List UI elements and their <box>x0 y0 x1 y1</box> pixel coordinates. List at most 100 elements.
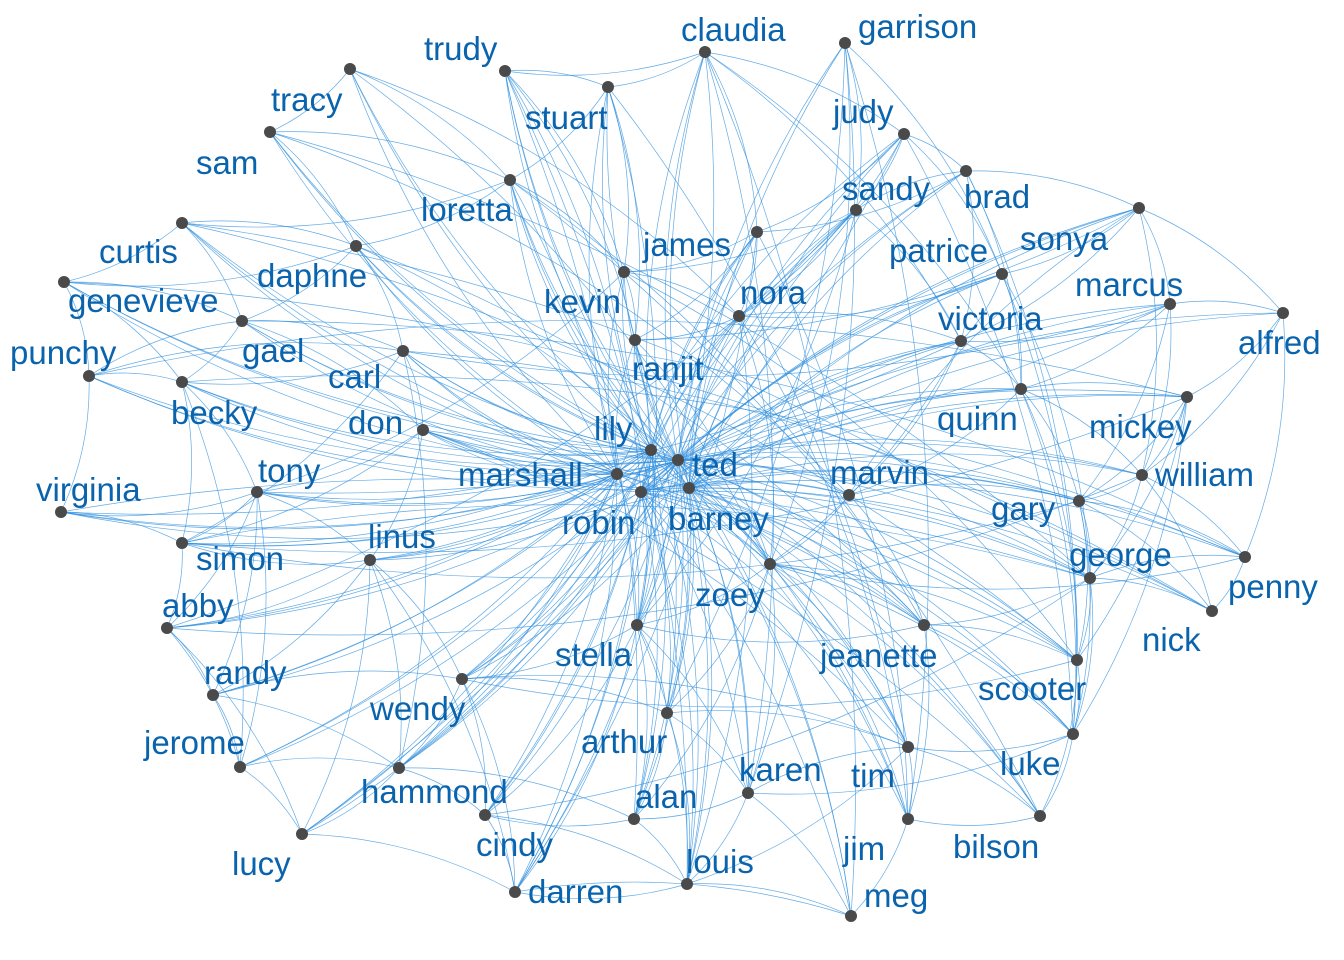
node-label-tim: tim <box>851 757 895 794</box>
node-label-james: james <box>642 226 731 263</box>
edge-barney-luke <box>688 487 1074 735</box>
edge-tracy-sam <box>269 68 351 133</box>
node-judy[interactable] <box>898 128 910 140</box>
edge-william-george <box>1089 474 1143 579</box>
node-nora[interactable] <box>733 310 745 322</box>
node-jeanette[interactable] <box>918 619 930 631</box>
edge-barney-marcus <box>688 303 1171 489</box>
edge-gael-penny <box>241 320 1246 558</box>
node-barney[interactable] <box>683 482 695 494</box>
node-nick[interactable] <box>1206 605 1218 617</box>
node-penny[interactable] <box>1239 551 1251 563</box>
node-george[interactable] <box>1084 572 1096 584</box>
edge-stuart-tim <box>607 86 909 748</box>
node-tracy[interactable] <box>344 63 356 75</box>
edge-ted-marcus <box>677 303 1171 461</box>
node-marcus[interactable] <box>1164 298 1176 310</box>
node-claudia[interactable] <box>699 46 711 58</box>
node-punchy[interactable] <box>83 370 95 382</box>
node-william[interactable] <box>1136 469 1148 481</box>
node-curtis[interactable] <box>176 217 188 229</box>
node-jerome[interactable] <box>234 761 246 773</box>
node-carl[interactable] <box>397 345 409 357</box>
edge-karen-alan <box>633 792 749 820</box>
node-abby[interactable] <box>161 622 173 634</box>
node-label-alan: alan <box>635 778 697 815</box>
edge-tracy-zoey <box>349 68 771 565</box>
node-linus[interactable] <box>364 554 376 566</box>
node-trudy[interactable] <box>499 65 511 77</box>
edge-garrison-karen <box>747 42 855 794</box>
edge-curtis-genevieve <box>63 222 183 283</box>
edge-stuart-loretta <box>509 86 609 181</box>
node-wendy[interactable] <box>456 673 468 685</box>
node-gael[interactable] <box>236 315 248 327</box>
node-james[interactable] <box>751 226 763 238</box>
node-stuart[interactable] <box>602 81 614 93</box>
node-ranjit[interactable] <box>629 334 641 346</box>
edge-marshall-simon <box>181 473 618 547</box>
node-brad[interactable] <box>960 165 972 177</box>
node-alan[interactable] <box>628 813 640 825</box>
node-sam[interactable] <box>264 126 276 138</box>
edge-jeanette-jim <box>907 624 930 820</box>
edge-marshall-loretta <box>509 179 618 475</box>
edge-marshall-genevieve <box>63 281 618 475</box>
node-patrice[interactable] <box>996 268 1008 280</box>
node-meg[interactable] <box>845 910 857 922</box>
edge-barney-james <box>688 231 758 489</box>
node-daphne[interactable] <box>350 240 362 252</box>
node-simon[interactable] <box>176 537 188 549</box>
edge-sonya-victoria <box>960 207 1140 342</box>
node-randy[interactable] <box>207 689 219 701</box>
node-gary[interactable] <box>1073 495 1085 507</box>
node-label-ranjit: ranjit <box>632 350 704 387</box>
edge-ted-claudia <box>664 51 706 461</box>
edge-marshall-daphne <box>355 245 618 475</box>
node-genevieve[interactable] <box>58 276 70 288</box>
node-label-linus: linus <box>368 518 436 555</box>
node-sonya[interactable] <box>1133 202 1145 214</box>
node-luke[interactable] <box>1067 728 1079 740</box>
node-cindy[interactable] <box>479 809 491 821</box>
node-jim[interactable] <box>902 813 914 825</box>
node-sandy[interactable] <box>850 204 862 216</box>
edge-zoey-scooter <box>769 563 1078 661</box>
node-bilson[interactable] <box>1034 810 1046 822</box>
node-lily[interactable] <box>645 444 657 456</box>
node-marshall[interactable] <box>611 468 623 480</box>
node-scooter[interactable] <box>1071 654 1083 666</box>
edge-lily-gael <box>241 320 652 451</box>
node-arthur[interactable] <box>661 707 673 719</box>
node-victoria[interactable] <box>955 335 967 347</box>
node-hammond[interactable] <box>393 762 405 774</box>
node-louis[interactable] <box>681 878 693 890</box>
node-becky[interactable] <box>176 376 188 388</box>
edge-tony-linus <box>256 491 371 561</box>
node-label-marshall: marshall <box>458 456 583 493</box>
node-label-marvin: marvin <box>830 454 929 491</box>
edge-stella-alan <box>633 624 648 820</box>
node-kevin[interactable] <box>618 266 630 278</box>
node-zoey[interactable] <box>764 558 776 570</box>
edge-tim-jim <box>907 746 913 820</box>
node-quinn[interactable] <box>1015 383 1027 395</box>
node-label-zoey: zoey <box>695 576 765 613</box>
node-lucy[interactable] <box>296 828 308 840</box>
node-karen[interactable] <box>742 787 754 799</box>
node-tony[interactable] <box>251 486 263 498</box>
edge-simon-george <box>181 504 1091 579</box>
node-garrison[interactable] <box>839 37 851 49</box>
node-marvin[interactable] <box>843 489 855 501</box>
node-virginia[interactable] <box>55 506 67 518</box>
node-alfred[interactable] <box>1277 307 1289 319</box>
node-loretta[interactable] <box>504 174 516 186</box>
node-stella[interactable] <box>631 619 643 631</box>
node-tim[interactable] <box>902 741 914 753</box>
node-darren[interactable] <box>509 886 521 898</box>
node-mickey[interactable] <box>1181 391 1193 403</box>
node-ted[interactable] <box>672 454 684 466</box>
node-robin[interactable] <box>635 486 647 498</box>
node-don[interactable] <box>417 424 429 436</box>
